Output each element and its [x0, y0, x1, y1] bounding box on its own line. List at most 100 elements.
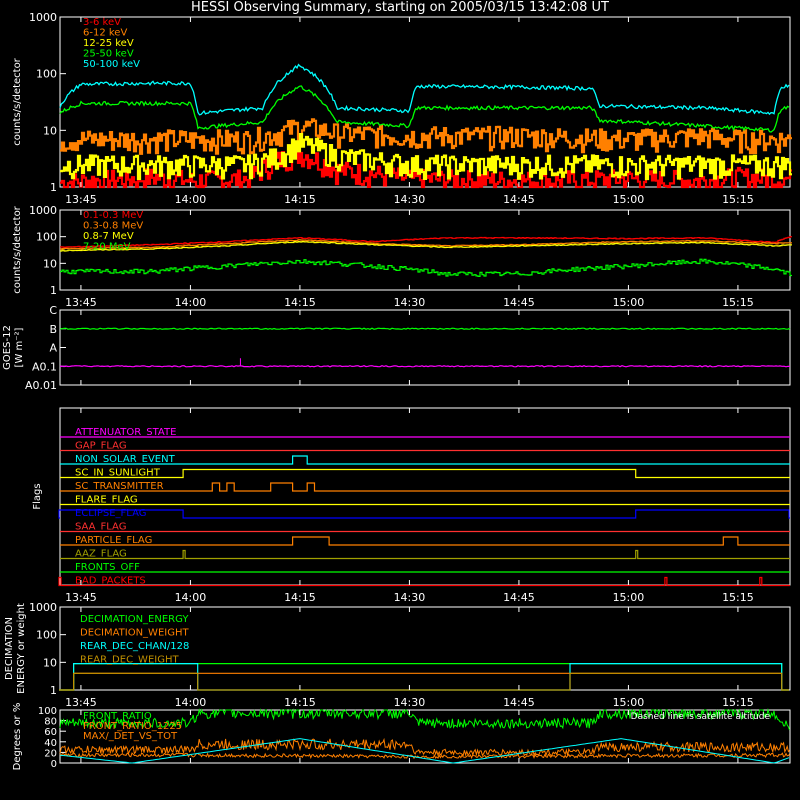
decimation-ytick-label: 1000: [29, 601, 57, 614]
flags-xtick-label: 15:15: [722, 591, 754, 604]
flag-label-0: ATTENUATOR_STATE: [75, 427, 176, 438]
low-energy-ytick-label: 1000: [29, 11, 57, 24]
flags-xtick-label: 15:00: [613, 591, 645, 604]
decimation-ytick-label: 1: [50, 684, 57, 697]
flags-xtick-label: 14:45: [503, 591, 535, 604]
ratios-ytick-label: 40: [44, 738, 57, 749]
low-energy-ytick-label: 1: [50, 181, 57, 194]
low-energy-series-2: [60, 133, 792, 181]
high-energy-series-2: [60, 240, 792, 252]
flag-label-6: ECLIPSE_FLAG: [75, 508, 146, 519]
ratios-legend-2: MAX/_DET_VS_TOT: [83, 731, 178, 742]
goes-ytick-label: A0.01: [25, 379, 57, 392]
goes-ytick-label: C: [49, 304, 57, 317]
high-energy-series-1: [60, 239, 792, 250]
low-energy-xtick-label: 14:15: [284, 193, 316, 206]
high-energy-series-3: [60, 258, 792, 277]
high-energy-ytick-label: 1000: [29, 204, 57, 217]
ratios-ytick-label: 20: [44, 748, 57, 759]
high-energy-xtick-label: 14:15: [284, 296, 316, 309]
ratios-frame: [59, 709, 791, 764]
low-energy-legend-1: 6-12 keV: [83, 28, 127, 39]
decimation-xtick-label: 15:15: [722, 696, 754, 709]
decimation-legend-2: REAR_DEC_CHAN/128: [80, 641, 189, 652]
goes-ytick-label: A0.1: [32, 360, 57, 373]
decimation-ylabel: DECIMATION: [4, 617, 15, 680]
low-energy-xtick-label: 15:00: [613, 193, 645, 206]
high-energy-legend-2: 0.8-7 MeV: [83, 231, 134, 242]
flag-line-aaz-flag: [60, 549, 790, 560]
flags-xtick-label: 13:45: [65, 591, 97, 604]
high-energy-legend-1: 0.3-0.8 MeV: [83, 221, 143, 232]
flag-label-1: GAP_FLAG: [75, 441, 127, 452]
flag-label-3: SC_IN_SUNLIGHT: [75, 468, 161, 479]
low-energy-ytick-label: 10: [43, 124, 57, 137]
decimation-ylabel: ENERGY or weight: [16, 603, 27, 694]
decimation-xtick-label: 14:45: [503, 696, 535, 709]
decimation-series-2: [59, 663, 789, 691]
low-energy-series-0: [60, 146, 792, 189]
decimation-xtick-label: 14:30: [394, 696, 426, 709]
low-energy-xtick-label: 15:15: [722, 193, 754, 206]
low-energy-legend-0: 3-6 keV: [83, 17, 121, 28]
low-energy-series-4: [59, 63, 790, 116]
ratios-ytick-label: 80: [44, 717, 57, 728]
goes-series-1: [59, 365, 791, 368]
flag-line-sc-in-sunlight: [60, 468, 790, 479]
high-energy-ylabel: counts/s/detector: [12, 205, 23, 293]
flag-line-bad-packets: [58, 576, 790, 587]
high-energy-xtick-label: 13:45: [65, 296, 97, 309]
low-energy-ylabel: counts/s/detector: [12, 57, 23, 145]
goes-ytick-label: B: [49, 323, 57, 336]
ratios-ytick-label: 60: [44, 727, 57, 738]
high-energy-ytick-label: 1: [50, 284, 57, 297]
decimation-series-1: [59, 672, 789, 691]
ratios-ytick-label: 0: [51, 759, 57, 770]
low-energy-series-1: [60, 118, 792, 155]
low-energy-legend-2: 12-25 keV: [83, 38, 134, 49]
low-energy-series-3: [59, 85, 790, 133]
high-energy-xtick-label: 15:15: [722, 296, 754, 309]
goes-ylabel: GOES-12: [2, 325, 13, 370]
flags-ylabel: Flags: [32, 483, 43, 509]
flag-label-8: PARTICLE_FLAG: [75, 535, 152, 546]
decimation-xtick-label: 14:15: [284, 696, 316, 709]
ratios-series-3: [59, 738, 790, 764]
low-energy-xtick-label: 14:45: [503, 193, 535, 206]
flag-label-11: BAD_PACKETS: [75, 576, 146, 587]
low-energy-legend-4: 50-100 keV: [83, 59, 140, 70]
goes-ytick-label: A: [49, 342, 57, 355]
low-energy-xtick-label: 14:30: [394, 193, 426, 206]
flags-xtick-label: 14:15: [284, 591, 316, 604]
flag-label-5: FLARE_FLAG: [75, 495, 138, 506]
chart-title: HESSI Observing Summary, starting on 200…: [191, 0, 609, 15]
decimation-ytick-label: 100: [36, 629, 57, 642]
flag-line-particle-flag: [60, 536, 790, 546]
ratios-series-0: [59, 708, 791, 731]
high-energy-legend-0: 0.1-0.3 MeV: [83, 210, 143, 221]
high-energy-xtick-label: 15:00: [613, 296, 645, 309]
flag-line-non-solar-event: [60, 455, 790, 465]
ratios-legend-1: FRONT_RATIO_1225: [83, 721, 182, 732]
decimation-legend-1: DECIMATION_WEIGHT: [80, 628, 189, 639]
high-energy-xtick-label: 14:45: [503, 296, 535, 309]
flag-label-9: AAZ_FLAG: [75, 549, 127, 560]
high-energy-xtick-label: 14:00: [175, 296, 207, 309]
ratios-ytick-label: 100: [38, 706, 57, 717]
flag-label-7: SAA_FLAG: [75, 522, 126, 533]
decimation-xtick-label: 13:45: [65, 696, 97, 709]
high-energy-xtick-label: 14:30: [394, 296, 426, 309]
decimation-legend-0: DECIMATION_ENERGY: [80, 614, 189, 625]
goes-series-0: [59, 327, 791, 330]
flag-line-eclipse-flag: [58, 509, 790, 519]
low-energy-legend-3: 25-50 keV: [83, 49, 134, 60]
decimation-series-3: [59, 672, 789, 691]
ratios-legend-0: FRONT_RATIO: [83, 711, 152, 722]
high-energy-legend-3: 7-20 MeV: [83, 242, 131, 253]
low-energy-xtick-label: 13:45: [65, 193, 97, 206]
flags-xtick-label: 14:00: [175, 591, 207, 604]
flag-line-sc-transmitter: [60, 482, 790, 492]
ratio-note: Dashed line is satellite altitude: [631, 712, 771, 722]
flag-label-4: SC_TRANSMITTER: [75, 481, 164, 492]
